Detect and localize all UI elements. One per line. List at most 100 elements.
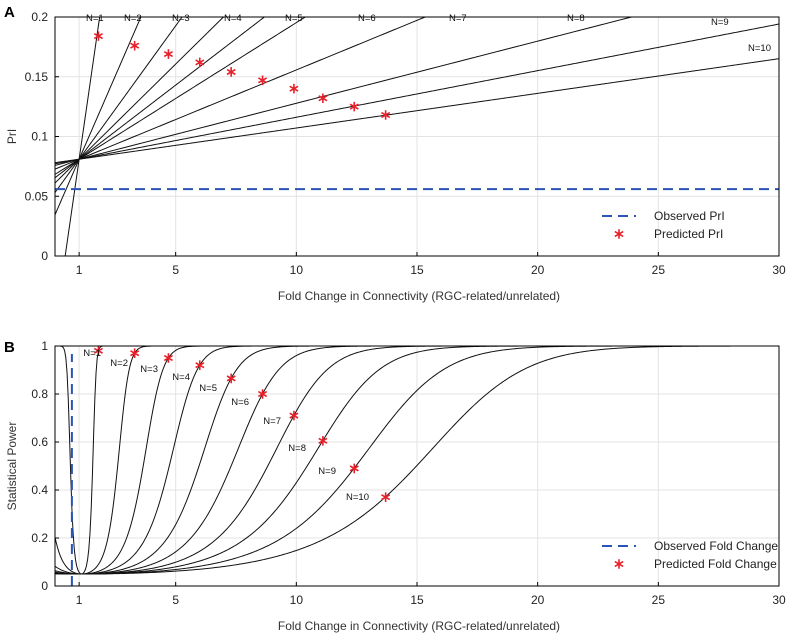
x-tick-label: 20 xyxy=(531,593,545,607)
predicted-marker xyxy=(318,93,328,104)
x-tick-label: 20 xyxy=(531,263,545,277)
series-line-n6 xyxy=(55,17,307,175)
legend-predicted-swatch-shape xyxy=(614,559,624,569)
series-line-n4 xyxy=(55,17,225,184)
predicted-marker-shape xyxy=(349,463,359,474)
predicted-marker-shape xyxy=(163,353,173,363)
plot-frame xyxy=(54,345,780,587)
series-line-n4 xyxy=(55,346,779,575)
y-tick-label: 0.05 xyxy=(25,189,49,203)
panel-letter: A xyxy=(4,4,15,21)
y-tick-label: 0 xyxy=(41,579,48,593)
x-tick-label: 15 xyxy=(410,593,424,607)
predicted-marker-shape xyxy=(381,110,391,120)
series-line-n3 xyxy=(55,346,779,575)
series-line-n3 xyxy=(55,17,183,193)
y-tick-label: 0.1 xyxy=(31,130,48,144)
series-label: N=6 xyxy=(231,397,249,408)
predicted-marker-shape xyxy=(318,93,328,104)
y-tick-label: 0.6 xyxy=(31,435,48,449)
series-line-n6 xyxy=(55,346,779,575)
x-axis-label: Fold Change in Connectivity (RGC-related… xyxy=(278,619,560,633)
series-line-n8 xyxy=(55,17,634,166)
y-tick-label: 0.2 xyxy=(31,531,48,545)
predicted-marker xyxy=(349,463,359,474)
predicted-marker-shape xyxy=(130,40,140,51)
legend: Observed PrI Predicted PrI xyxy=(602,209,725,241)
series-line-n5 xyxy=(55,17,266,179)
predicted-marker xyxy=(93,346,103,356)
predicted-marker-shape xyxy=(226,67,236,77)
predicted-marker xyxy=(381,492,391,502)
predicted-marker xyxy=(93,31,103,41)
y-tick-label: 0.8 xyxy=(31,387,48,401)
x-tick-label: 5 xyxy=(172,593,179,607)
predicted-marker-shape xyxy=(318,436,328,446)
predicted-marker xyxy=(257,75,268,86)
predicted-marker xyxy=(163,49,173,59)
series-label: N=10 xyxy=(748,43,771,54)
y-tick-label: 1 xyxy=(41,339,48,353)
y-tick-label: 0.4 xyxy=(31,483,48,497)
series-label: N=9 xyxy=(711,17,729,28)
y-tick-label: 0.15 xyxy=(25,70,49,84)
legend-predicted-label: Predicted PrI xyxy=(654,227,723,241)
predicted-marker xyxy=(130,348,140,358)
predicted-marker xyxy=(226,373,236,384)
series-label: N=4 xyxy=(224,13,242,24)
series-line-n9 xyxy=(55,23,779,165)
predicted-marker-shape xyxy=(349,101,359,112)
predicted-marker xyxy=(226,67,236,77)
predicted-marker xyxy=(257,389,268,399)
predicted-marker-shape xyxy=(93,346,103,356)
plot-area xyxy=(55,17,779,256)
legend-observed-label: Observed PrI xyxy=(654,209,725,223)
x-tick-label: 25 xyxy=(652,263,666,277)
grid xyxy=(55,17,779,256)
x-axis-label: Fold Change in Connectivity (RGC-related… xyxy=(278,289,560,303)
legend-predicted-swatch xyxy=(614,559,624,569)
predicted-marker-shape xyxy=(93,31,103,41)
legend-predicted-label: Predicted Fold Change xyxy=(654,557,777,571)
series-label: N=7 xyxy=(449,13,467,24)
series-label: N=5 xyxy=(199,383,217,394)
series-label: N=3 xyxy=(172,13,190,24)
series-line-n7 xyxy=(55,17,427,170)
x-tick-label: 30 xyxy=(772,263,786,277)
x-tick-label: 15 xyxy=(410,263,424,277)
predicted-marker xyxy=(289,83,299,94)
predicted-marker xyxy=(130,40,140,51)
legend-predicted-swatch-shape xyxy=(614,229,624,239)
plot-frame xyxy=(54,16,780,257)
predicted-marker-shape xyxy=(226,373,236,384)
predicted-marker-shape xyxy=(257,389,268,399)
predicted-marker-shape xyxy=(163,49,173,59)
series-label: N=8 xyxy=(567,13,585,24)
series-label: N=8 xyxy=(288,443,306,454)
y-axis-label: PrI xyxy=(5,129,19,144)
predicted-marker-shape xyxy=(257,75,268,86)
x-tick-label: 30 xyxy=(772,593,786,607)
y-tick-label: 0.2 xyxy=(31,10,48,24)
series-label: N=2 xyxy=(110,358,128,369)
predicted-marker-shape xyxy=(289,410,299,421)
x-tick-label: 1 xyxy=(76,263,83,277)
predicted-marker-shape xyxy=(195,57,205,68)
series-label: N=9 xyxy=(318,466,336,477)
x-tick-label: 10 xyxy=(290,593,304,607)
predicted-marker xyxy=(195,57,205,68)
series-line-n10 xyxy=(55,58,779,164)
series-line-n5 xyxy=(55,346,779,575)
series-label: N=7 xyxy=(263,416,281,427)
series-label: N=5 xyxy=(285,13,303,24)
x-tick-label: 1 xyxy=(76,593,83,607)
y-tick-label: 0 xyxy=(41,249,48,263)
series-label: N=2 xyxy=(124,13,142,24)
series-label: N=4 xyxy=(172,372,190,383)
predicted-marker-shape xyxy=(130,348,140,358)
predicted-marker-shape xyxy=(381,492,391,502)
legend-observed-label: Observed Fold Change xyxy=(654,539,778,553)
